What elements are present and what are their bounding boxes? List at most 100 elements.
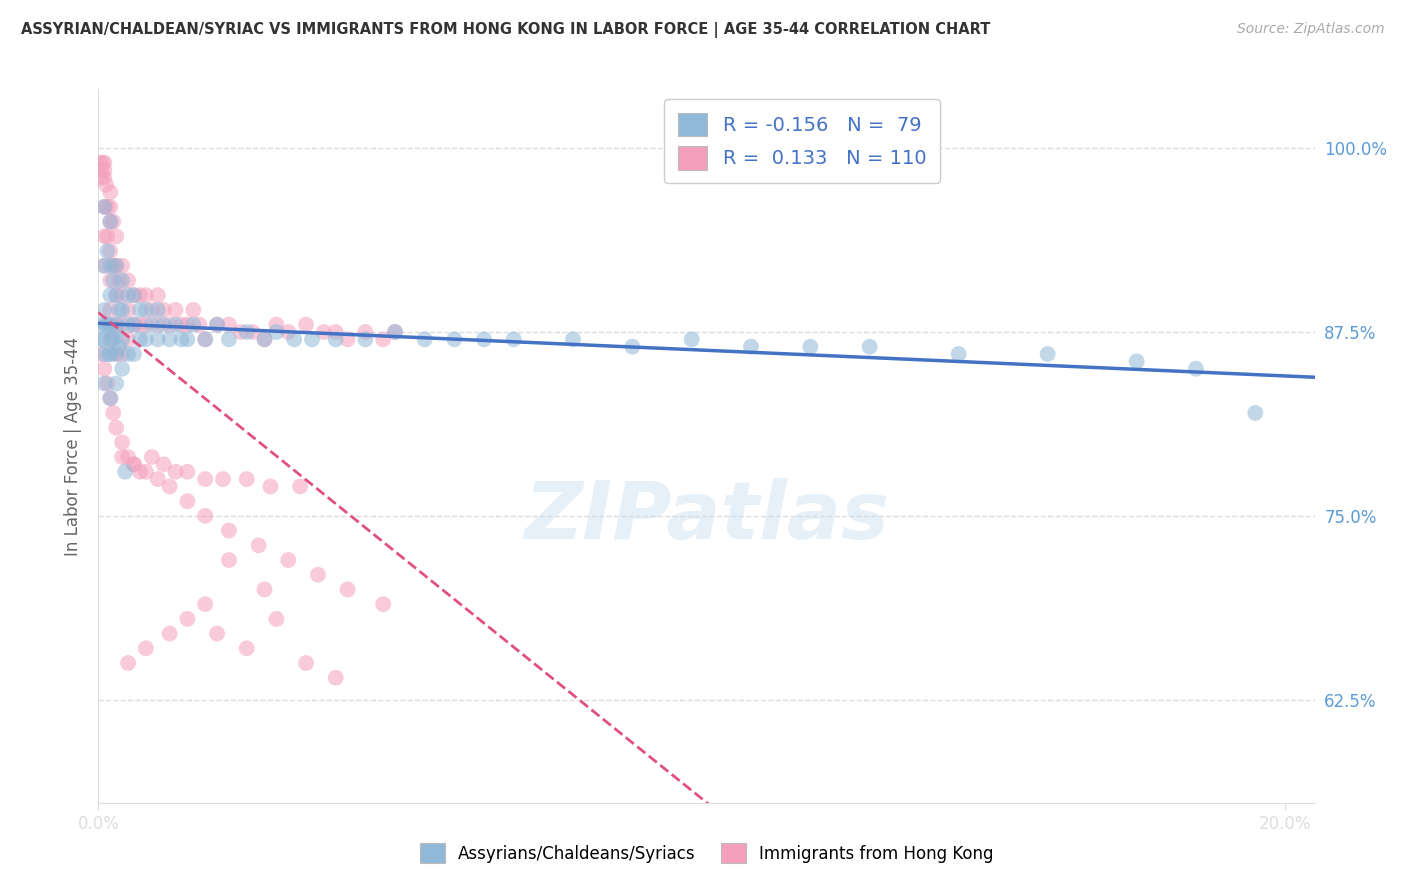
Point: [111, 435, 134, 450]
Point: [325, 671, 347, 685]
Point: [93, 302, 115, 317]
Point: [90, 163, 112, 178]
Point: [105, 259, 128, 273]
Point: [205, 318, 228, 332]
Point: [104, 325, 127, 339]
Point: [135, 302, 157, 317]
Point: [135, 465, 157, 479]
Point: [235, 325, 257, 339]
Point: [91, 155, 114, 169]
Point: [165, 318, 187, 332]
Point: [146, 318, 169, 332]
Point: [176, 465, 198, 479]
Point: [312, 325, 335, 339]
Point: [247, 538, 270, 552]
Point: [336, 332, 359, 346]
Legend: Assyrians/Chaldeans/Syriacs, Immigrants from Hong Kong: Assyrians/Chaldeans/Syriacs, Immigrants …: [413, 837, 1000, 870]
Point: [108, 340, 131, 354]
Point: [135, 318, 157, 332]
Point: [235, 472, 257, 486]
Point: [266, 325, 288, 339]
Point: [502, 332, 524, 346]
Text: Source: ZipAtlas.com: Source: ZipAtlas.com: [1237, 22, 1385, 37]
Point: [562, 332, 585, 346]
Point: [105, 288, 128, 302]
Point: [98, 200, 121, 214]
Point: [384, 325, 406, 339]
Point: [103, 332, 125, 346]
Point: [105, 259, 128, 273]
Point: [122, 288, 145, 302]
Point: [98, 273, 121, 287]
Point: [740, 340, 762, 354]
Point: [98, 391, 121, 405]
Point: [105, 318, 128, 332]
Point: [170, 318, 193, 332]
Point: [141, 302, 163, 317]
Point: [336, 582, 359, 597]
Point: [354, 325, 377, 339]
Point: [135, 332, 157, 346]
Point: [108, 273, 131, 287]
Point: [98, 332, 121, 346]
Point: [1244, 406, 1267, 420]
Point: [176, 494, 198, 508]
Point: [105, 318, 128, 332]
Point: [373, 332, 395, 346]
Point: [146, 302, 169, 317]
Point: [373, 597, 395, 611]
Point: [152, 458, 174, 472]
Point: [103, 259, 125, 273]
Point: [105, 288, 128, 302]
Point: [108, 302, 131, 317]
Point: [93, 200, 115, 214]
Point: [105, 347, 128, 361]
Point: [242, 325, 264, 339]
Point: [114, 465, 136, 479]
Point: [253, 332, 276, 346]
Point: [159, 332, 181, 346]
Point: [98, 347, 121, 361]
Point: [117, 318, 139, 332]
Point: [218, 332, 240, 346]
Point: [94, 318, 117, 332]
Point: [93, 229, 115, 244]
Point: [413, 332, 436, 346]
Point: [122, 288, 145, 302]
Point: [205, 318, 228, 332]
Point: [93, 259, 115, 273]
Point: [103, 214, 125, 228]
Point: [103, 406, 125, 420]
Point: [98, 185, 121, 199]
Point: [129, 318, 152, 332]
Point: [146, 332, 169, 346]
Point: [295, 656, 318, 670]
Y-axis label: In Labor Force | Age 35-44: In Labor Force | Age 35-44: [63, 336, 82, 556]
Point: [218, 318, 240, 332]
Point: [295, 318, 318, 332]
Point: [859, 340, 882, 354]
Point: [100, 332, 122, 346]
Point: [98, 318, 121, 332]
Point: [93, 200, 115, 214]
Point: [90, 347, 112, 361]
Point: [384, 325, 406, 339]
Point: [90, 318, 112, 332]
Point: [122, 347, 145, 361]
Point: [283, 332, 305, 346]
Point: [159, 479, 181, 493]
Point: [91, 332, 114, 346]
Point: [122, 318, 145, 332]
Point: [103, 273, 125, 287]
Point: [218, 553, 240, 567]
Point: [96, 200, 118, 214]
Point: [98, 244, 121, 258]
Point: [253, 332, 276, 346]
Point: [176, 332, 198, 346]
Text: ZIPatlas: ZIPatlas: [524, 478, 889, 557]
Point: [146, 288, 169, 302]
Point: [218, 524, 240, 538]
Point: [111, 347, 134, 361]
Point: [681, 332, 703, 346]
Point: [105, 420, 128, 434]
